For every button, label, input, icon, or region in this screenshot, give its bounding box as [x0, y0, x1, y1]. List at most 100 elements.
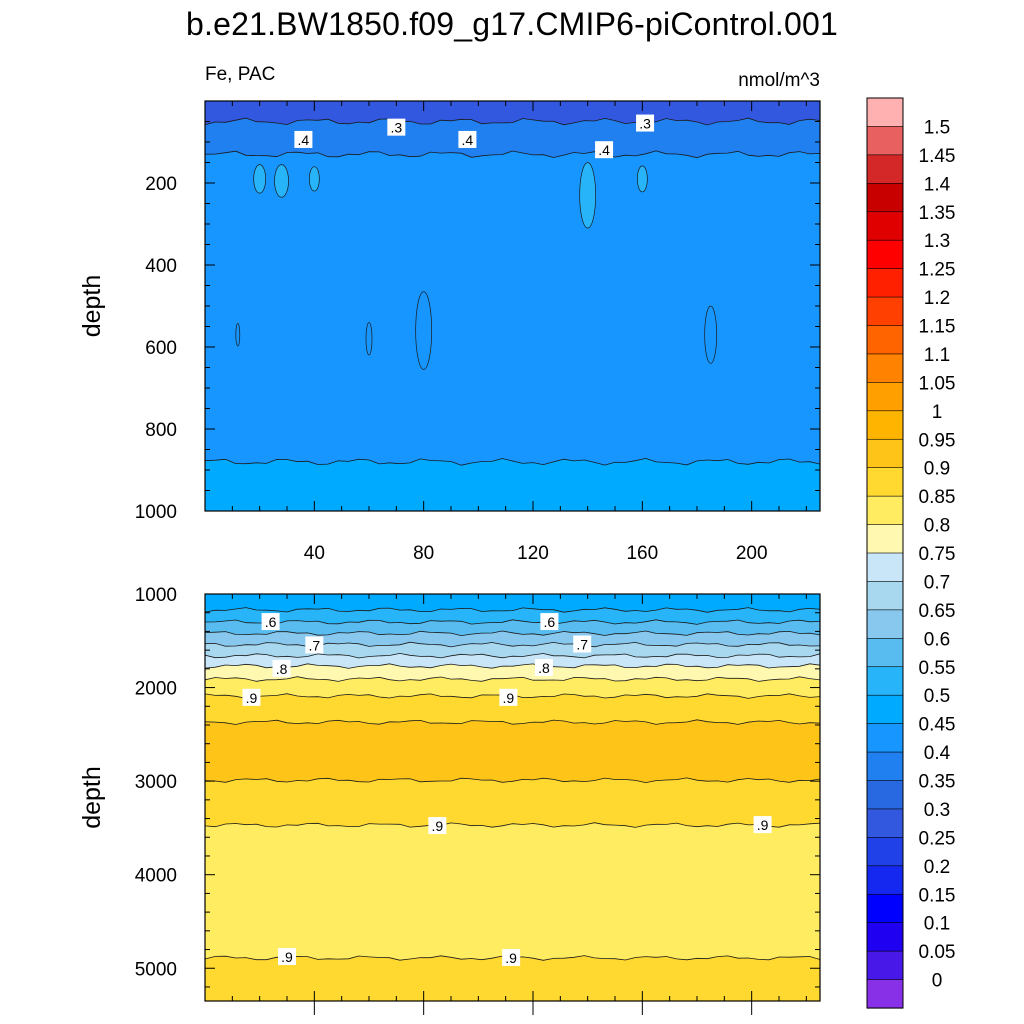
contour-line — [205, 619, 820, 625]
contour-patch — [704, 305, 718, 364]
contour-label: .4 — [595, 141, 614, 159]
colorbar-label: 0.65 — [919, 601, 956, 622]
colorbar-box — [866, 808, 904, 838]
contour-line — [205, 652, 820, 659]
svg-text:.9: .9 — [505, 950, 517, 966]
colorbar-box — [866, 837, 904, 867]
x-tick-label: 160 — [626, 543, 658, 564]
svg-text:.6: .6 — [265, 614, 277, 630]
colorbar-label: 1.1 — [924, 345, 950, 366]
x-tick-label: 200 — [736, 543, 768, 564]
contour-line — [205, 777, 820, 784]
colorbar-label: 0.85 — [919, 487, 956, 508]
colorbar: 1.5 1.45 1.4 1.35 1.3 1.25 1.2 1.15 1.1 1.05 1 0.95… — [866, 97, 956, 1009]
colorbar-box — [866, 325, 904, 355]
colorbar-box — [866, 382, 904, 412]
svg-text:.7: .7 — [576, 637, 588, 653]
colorbar-box — [866, 694, 904, 725]
colorbar-box — [866, 268, 904, 298]
colorbar-label: 0.6 — [924, 629, 950, 650]
colorbar-label: 1.3 — [924, 231, 950, 252]
colorbar-label: 1 — [932, 402, 943, 423]
x-tick-label: 120 — [517, 543, 549, 564]
contour-line — [205, 719, 820, 725]
colorbar-label: 1.35 — [919, 203, 956, 224]
svg-text:.4: .4 — [462, 132, 474, 148]
contour-label: .3 — [387, 118, 406, 136]
colorbar-frame — [866, 97, 904, 1009]
colorbar-label: 0.9 — [924, 459, 950, 480]
contour-patch — [579, 162, 597, 229]
svg-text:.4: .4 — [598, 142, 610, 158]
contour-band — [205, 150, 820, 511]
colorbar-label: 0.15 — [919, 885, 956, 906]
colorbar-box — [866, 524, 904, 554]
colorbar-box — [866, 211, 904, 241]
lower-contour-panel: .6 .6 .7 .7 .8 .8 .9 .9 .9 .9 .9 .9 1000 2000 3000 4000… — [78, 585, 821, 1015]
plot-frame — [204, 593, 821, 1002]
colorbar-box — [866, 552, 904, 583]
colorbar-label: 1.05 — [919, 373, 956, 394]
y-tick-label: 5000 — [135, 959, 177, 980]
contour-patch — [274, 164, 289, 198]
colorbar-label: 1.2 — [924, 288, 950, 309]
colorbar-box — [866, 723, 904, 753]
y-axis-label: depth — [78, 275, 106, 338]
colorbar-box — [866, 154, 904, 184]
colorbar-box — [866, 183, 904, 213]
svg-text:.9: .9 — [431, 818, 443, 834]
colorbar-box — [866, 239, 904, 270]
contour-label: .7 — [573, 635, 592, 653]
svg-text:.8: .8 — [276, 661, 288, 677]
colorbar-box — [866, 495, 904, 526]
colorbar-label: 0.2 — [924, 857, 950, 878]
y-tick-label: 200 — [145, 174, 177, 195]
colorbar-label: 1.4 — [924, 174, 951, 195]
contour-label: .9 — [502, 948, 521, 966]
colorbar-box — [866, 467, 904, 497]
colorbar-label: 1.25 — [919, 260, 956, 281]
colorbar-label: 0.05 — [919, 942, 956, 963]
contour-line — [205, 676, 820, 682]
y-tick-label: 1000 — [135, 585, 177, 606]
colorbar-box — [866, 296, 904, 327]
contour-label: .6 — [540, 613, 559, 631]
colorbar-label: 0.4 — [924, 743, 951, 764]
contour-band — [205, 955, 820, 1001]
colorbar-box — [866, 353, 904, 383]
contour-line — [205, 822, 820, 828]
colorbar-label: 0.55 — [919, 658, 956, 679]
svg-text:.9: .9 — [757, 817, 769, 833]
contour-line — [205, 150, 820, 159]
x-tick-label: 80 — [413, 543, 434, 564]
colorbar-label: 0.7 — [924, 572, 950, 593]
contour-label: .9 — [753, 816, 772, 834]
contour-patch — [365, 322, 373, 356]
contour-patch — [308, 166, 320, 192]
svg-text:.4: .4 — [298, 132, 310, 148]
colorbar-label: 0.1 — [924, 914, 950, 935]
colorbar-label: 1.45 — [919, 146, 956, 167]
svg-text:.9: .9 — [246, 690, 258, 706]
x-tick-label: 40 — [304, 543, 325, 564]
colorbar-box — [866, 666, 904, 696]
contour-patch — [253, 164, 267, 194]
colorbar-label: 0.3 — [924, 800, 950, 821]
contour-label: .4 — [294, 130, 313, 148]
colorbar-box — [866, 638, 904, 668]
contour-line — [205, 663, 820, 669]
colorbar-label: 1.15 — [919, 317, 956, 338]
figure-title: b.e21.BW1850.f09_g17.CMIP6-piControl.001 — [186, 6, 838, 42]
contour-patch — [415, 291, 433, 370]
svg-text:.8: .8 — [538, 660, 550, 676]
contour-label: .7 — [305, 636, 324, 654]
colorbar-box — [866, 751, 904, 782]
colorbar-box — [866, 950, 904, 981]
colorbar-label: 0.95 — [919, 430, 956, 451]
y-tick-label: 400 — [145, 256, 177, 277]
y-tick-label: 3000 — [135, 772, 177, 793]
contour-label: .9 — [278, 948, 296, 966]
contour-label: .9 — [242, 688, 261, 706]
colorbar-label: 0.5 — [924, 686, 950, 707]
contour-label: .8 — [534, 658, 553, 676]
